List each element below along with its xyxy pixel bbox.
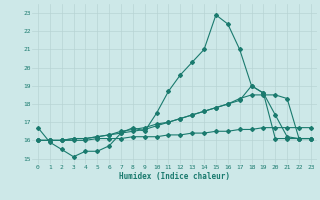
X-axis label: Humidex (Indice chaleur): Humidex (Indice chaleur)	[119, 172, 230, 181]
